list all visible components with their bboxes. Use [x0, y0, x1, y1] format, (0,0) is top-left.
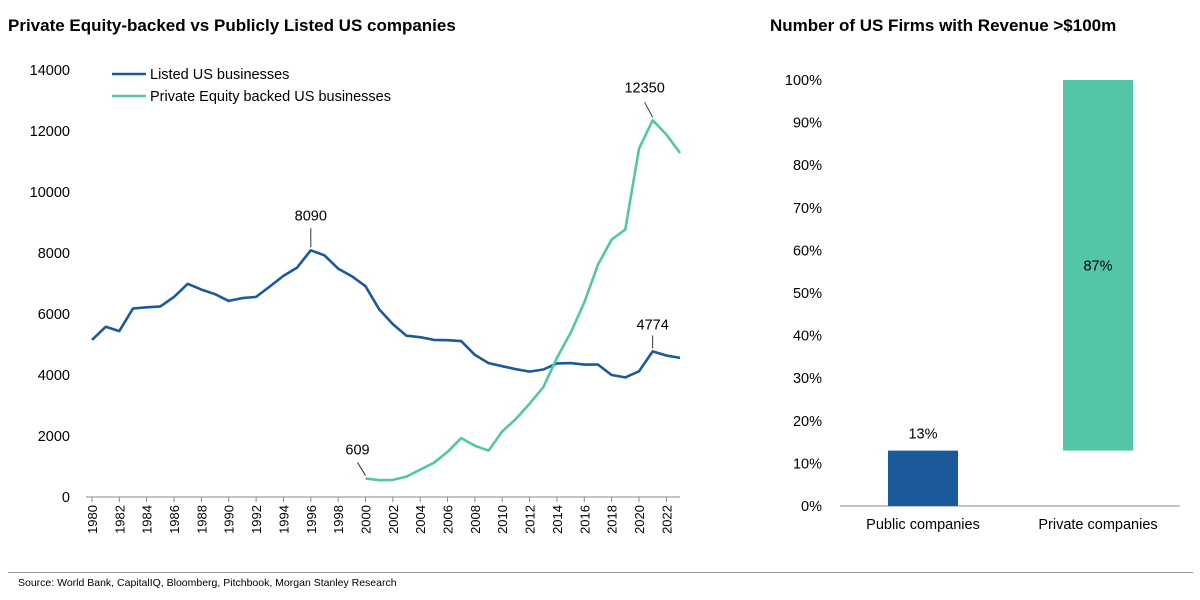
pe-backed-businesses-line: [365, 119, 682, 482]
right-chart-title: Number of US Firms with Revenue >$100m: [770, 16, 1117, 35]
left-x-tick-label: 2012: [523, 505, 538, 534]
left-x-tick-label: 1992: [249, 505, 264, 534]
left-x-tick-label: 2022: [659, 505, 674, 534]
left-x-tick-label: 1998: [331, 505, 346, 534]
data-label: 4774: [637, 317, 669, 333]
left-x-tick-label: 2002: [386, 505, 401, 534]
left-x-tick-label: 1996: [304, 505, 319, 534]
left-x-tick-label: 2014: [550, 505, 565, 534]
source-note: Source: World Bank, CapitalIQ, Bloomberg…: [18, 577, 397, 589]
left-x-tick-label: 2006: [441, 505, 456, 534]
right-y-tick-label: 40%: [793, 329, 822, 345]
right-y-tick-label: 60%: [793, 243, 822, 259]
left-x-tick-label: 2000: [358, 505, 373, 534]
legend-entry: Private Equity backed US businesses: [150, 89, 391, 105]
left-y-tick-label: 14000: [30, 63, 70, 79]
category-label: Public companies: [866, 517, 980, 533]
left-y-tick-label: 6000: [38, 307, 70, 323]
left-x-tick-label: 1982: [112, 505, 127, 534]
right-y-tick-label: 80%: [793, 158, 822, 174]
left-x-tick-label: 2008: [468, 505, 483, 534]
left-y-tick-label: 8000: [38, 246, 70, 262]
right-y-tick-label: 70%: [793, 201, 822, 217]
left-x-tick-label: 1990: [222, 505, 237, 534]
listed-businesses-line: [91, 249, 681, 379]
right-y-tick-label: 100%: [785, 73, 822, 89]
left-y-tick-label: 10000: [30, 185, 70, 201]
data-label: 609: [345, 442, 369, 458]
right-y-tick-label: 50%: [793, 286, 822, 302]
right-y-tick-label: 10%: [793, 456, 822, 472]
annotation-leader: [644, 102, 654, 118]
annotation-leader: [357, 462, 366, 476]
right-y-tick-label: 90%: [793, 116, 822, 132]
left-x-tick-label: 2010: [495, 505, 510, 534]
left-chart-title: Private Equity-backed vs Publicly Listed…: [8, 16, 456, 35]
left-y-tick-label: 0: [62, 490, 70, 506]
left-x-tick-label: 2018: [605, 505, 620, 534]
left-y-tick-label: 4000: [38, 368, 70, 384]
public-companies-bar: [888, 450, 958, 506]
right-y-tick-label: 20%: [793, 414, 822, 430]
left-x-tick-label: 1988: [194, 505, 209, 534]
left-x-tick-label: 1994: [276, 505, 291, 534]
left-x-tick-label: 1980: [85, 505, 100, 534]
bar-value-label: 87%: [1083, 258, 1112, 274]
bar-value-label: 13%: [908, 427, 937, 443]
data-label: 12350: [624, 80, 664, 96]
left-x-tick-label: 1986: [167, 505, 182, 534]
legend-entry: Listed US businesses: [150, 67, 289, 83]
left-x-tick-label: 2004: [413, 505, 428, 534]
left-y-tick-label: 12000: [30, 124, 70, 140]
right-y-tick-label: 0%: [801, 499, 822, 515]
left-x-tick-label: 2020: [632, 505, 647, 534]
footer-divider: [8, 572, 1193, 573]
left-x-tick-label: 1984: [140, 505, 155, 534]
right-y-tick-label: 30%: [793, 371, 822, 387]
private-companies-bar: [1063, 80, 1133, 451]
left-y-tick-label: 2000: [38, 429, 70, 445]
category-label: Private companies: [1038, 517, 1157, 533]
data-label: 8090: [295, 208, 327, 224]
left-x-tick-label: 2016: [577, 505, 592, 534]
